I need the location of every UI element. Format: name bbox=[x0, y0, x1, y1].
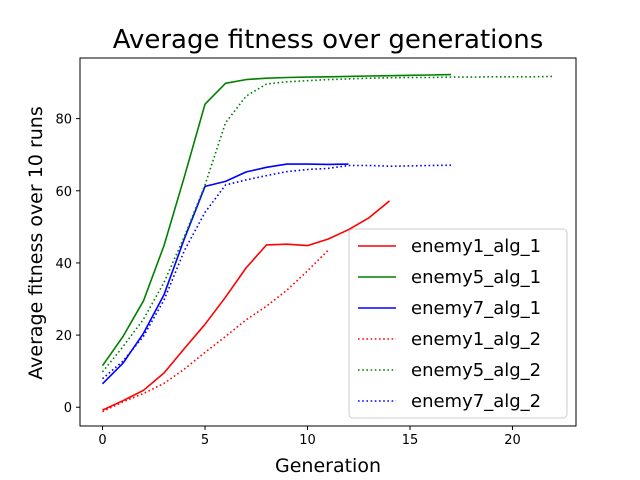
y-tick-label: 0 bbox=[64, 401, 72, 416]
x-tick-label: 0 bbox=[98, 433, 106, 448]
plot-frame bbox=[79, 57, 577, 427]
plot-area bbox=[101, 73, 554, 413]
x-axis-label: Generation bbox=[275, 455, 381, 477]
legend-box bbox=[348, 228, 568, 419]
x-tick-label: 20 bbox=[504, 433, 521, 448]
series-line-enemy5-alg-2 bbox=[101, 75, 554, 373]
series-line-enemy7-alg-2 bbox=[101, 164, 452, 380]
chart-title: Average fitness over generations bbox=[113, 25, 544, 55]
legend-label: enemy7_alg_2 bbox=[411, 391, 541, 412]
y-tick-label: 60 bbox=[55, 185, 72, 200]
x-tick-label: 10 bbox=[299, 433, 316, 448]
series-line-enemy5-alg-1 bbox=[101, 73, 452, 367]
legend-label: enemy7_alg_1 bbox=[411, 298, 541, 319]
y-tick-label: 80 bbox=[55, 113, 72, 128]
legend-label: enemy1_alg_2 bbox=[411, 329, 541, 350]
x-tick-label: 5 bbox=[201, 433, 209, 448]
series-line-enemy7-alg-1 bbox=[101, 163, 349, 385]
y-tick-label: 20 bbox=[55, 329, 72, 344]
x-tick-label: 15 bbox=[402, 433, 419, 448]
legend-label: enemy1_alg_1 bbox=[411, 236, 541, 257]
y-tick-label: 40 bbox=[55, 257, 72, 272]
legend-label: enemy5_alg_2 bbox=[411, 360, 541, 381]
y-axis-label: Average fitness over 10 runs bbox=[25, 106, 47, 379]
series-line-enemy1-alg-1 bbox=[102, 200, 391, 411]
series-line-enemy1-alg-2 bbox=[102, 249, 329, 413]
legend-label: enemy5_alg_1 bbox=[411, 267, 541, 288]
legend: enemy1_alg_1 enemy5_alg_1 enemy7_alg_1enem… bbox=[348, 228, 568, 419]
